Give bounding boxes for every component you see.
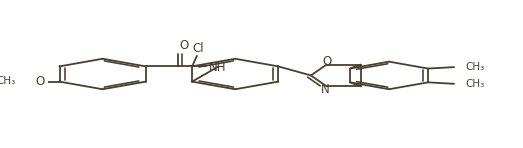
- Text: Cl: Cl: [192, 42, 203, 55]
- Text: CH₃: CH₃: [0, 76, 16, 86]
- Text: O: O: [35, 75, 44, 88]
- Text: O: O: [322, 56, 331, 68]
- Text: CH₃: CH₃: [466, 79, 485, 89]
- Text: CH₃: CH₃: [466, 62, 485, 72]
- Text: NH: NH: [209, 61, 226, 74]
- Text: N: N: [321, 83, 329, 96]
- Text: O: O: [179, 39, 188, 52]
